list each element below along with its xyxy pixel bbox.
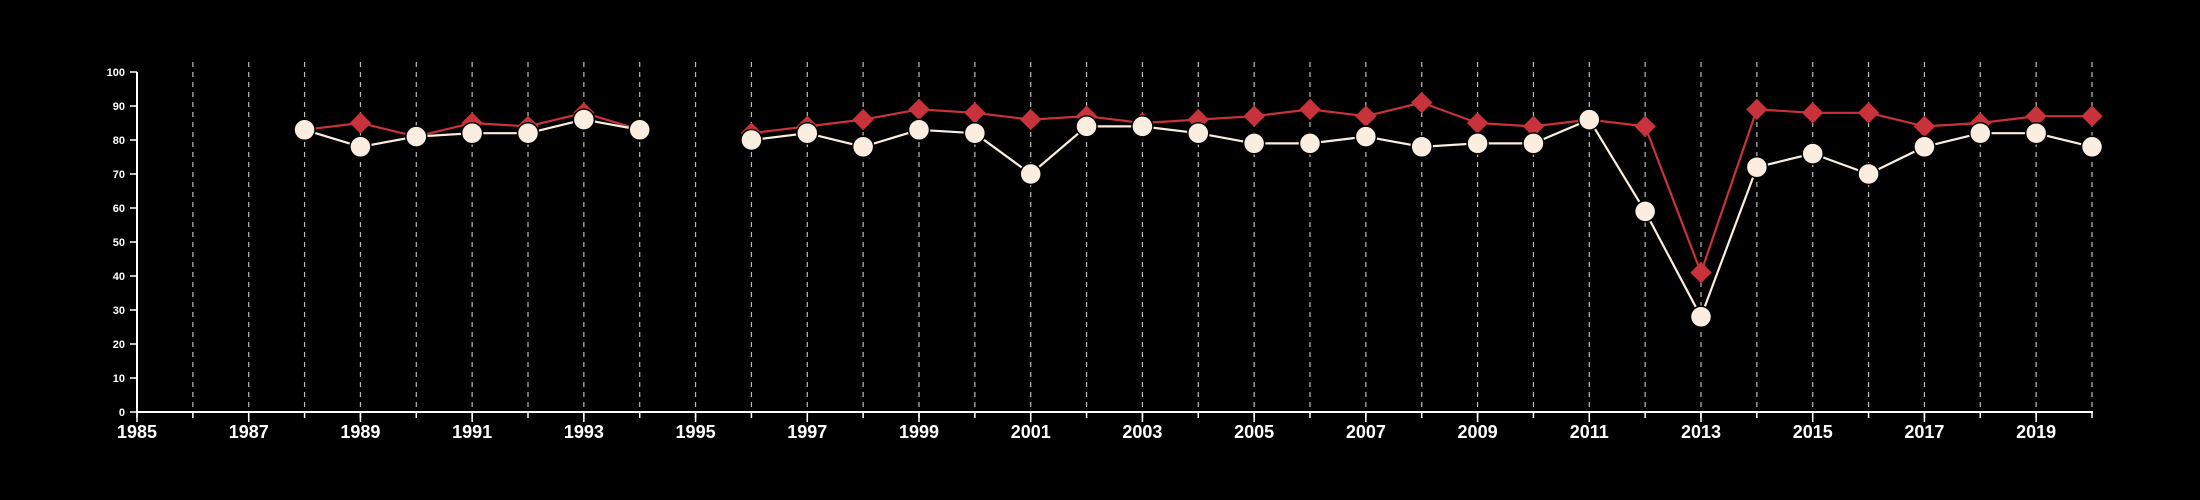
x-tick-label: 1993 [564,422,604,442]
y-tick-label: 20 [113,339,125,351]
series-line-diamond [751,101,2092,274]
diamond-point [1355,105,1377,127]
circle-point [1633,200,1657,223]
y-tick-label: 90 [113,101,125,113]
y-tick-label: 80 [113,135,125,147]
diamond-point [1913,115,1936,138]
x-tick-label: 1997 [787,422,827,442]
circle-point [1354,125,1378,148]
circle-point [1689,305,1713,329]
y-tick-label: 100 [107,67,125,79]
x-tick-label: 1991 [452,422,492,442]
x-tick-label: 1985 [117,422,157,442]
circle-point [1857,162,1880,186]
x-tick-label: 1995 [676,422,716,442]
circle-point [349,135,372,159]
diamond-point [1802,102,1824,124]
circle-point [1242,132,1266,155]
x-tick-label: 2007 [1346,422,1386,442]
series-circle [304,118,2093,318]
diamond-point [1690,261,1712,284]
x-tick-label: 2005 [1234,422,1274,442]
diamond-point [1020,108,1042,131]
circle-point [907,118,931,142]
diamond-point [1243,105,1265,127]
circle-point [1801,142,1824,165]
circle-point [1019,162,1042,186]
y-tick-label: 50 [113,237,125,249]
x-tick-label: 2019 [2016,422,2056,442]
x-tick-label: 1999 [899,422,939,442]
circle-point [1745,155,1769,179]
circle-point [460,121,484,145]
circle-point [1522,132,1545,155]
series-markers-circle [293,108,2104,329]
axes-layer: 0 10 20 30 40 50 60 70 80 90 100 1985 1987 1989 1991 19… [107,67,2093,442]
diamond-point [1746,98,1768,121]
x-tick-label: 2003 [1122,422,1162,442]
circle-point [1969,121,1992,145]
diamond-point [1634,115,1656,138]
circle-point [851,135,875,159]
grid-layer [192,62,2093,412]
y-tick-label: 10 [113,373,125,385]
circle-point [1913,135,1936,159]
x-tick-label: 1987 [229,422,269,442]
circle-point [2080,135,2104,159]
x-tick-label: 2017 [1904,422,1944,442]
diamond-point [349,112,372,134]
diamond-point [1411,91,1433,114]
x-tick-label: 2001 [1011,422,1051,442]
circle-point [740,128,763,152]
circle-point [1131,115,1154,138]
diamond-point [852,108,874,131]
circle-point [293,118,316,142]
circle-point [1187,121,1210,145]
circle-point [628,118,651,142]
circle-point [2024,121,2048,145]
y-tick-label: 30 [113,305,125,317]
circle-point [796,121,819,145]
x-tick-label: 1989 [340,422,380,442]
diamond-point [1466,112,1489,134]
circle-point [1578,108,1601,131]
y-tick-label: 0 [119,407,125,419]
circle-point [1298,132,1322,155]
circle-point [1075,115,1098,138]
circle-point [963,121,987,145]
series-markers-diamond [293,91,2103,284]
circle-point [1410,135,1433,159]
x-tick-label: 2009 [1458,422,1498,442]
y-tick-label: 60 [113,203,125,215]
diamond-point [1857,102,1880,124]
circle-point [516,121,540,145]
x-tick-label: 2013 [1681,422,1721,442]
circle-point [572,108,596,131]
circle-point [1466,132,1489,155]
diamond-point [1299,98,1321,121]
circle-point [405,125,428,148]
y-tick-label: 40 [113,271,125,283]
x-tick-label: 2011 [1570,422,1609,442]
diamond-point [2081,105,2103,127]
diamond-point [964,102,986,124]
diamond-point [908,98,930,121]
x-tick-label: 2015 [1793,422,1833,442]
series-layer [293,91,2104,329]
y-tick-label: 70 [113,169,125,181]
